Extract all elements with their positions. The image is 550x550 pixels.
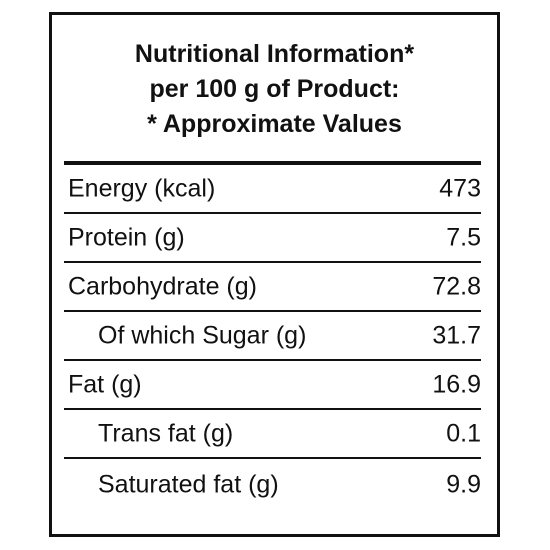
nutrient-value: 72.8 [432,272,481,300]
nutrient-name: Saturated fat (g) [98,470,279,499]
nutrition-label: Nutritional Information* per 100 g of Pr… [49,12,500,537]
nutrient-name: Protein (g) [68,223,185,251]
nutrient-value: 16.9 [432,370,481,398]
row-sugar: Of which Sugar (g) 31.7 [64,312,481,361]
row-energy: Energy (kcal) 473 [64,165,481,214]
nutrient-name: Of which Sugar (g) [98,321,307,349]
nutrient-value: 7.5 [446,223,481,251]
nutrient-name: Trans fat (g) [98,419,234,447]
nutrient-value: 473 [439,174,481,202]
row-saturated-fat: Saturated fat (g) 9.9 [64,459,481,508]
heading-line-title: Nutritional Information* [134,40,415,68]
row-fat: Fat (g) 16.9 [64,361,481,410]
nutrient-value: 0.1 [446,419,481,447]
heading-line-basis: per 100 g of Product: [149,75,400,103]
label-heading: Nutritional Information* per 100 g of Pr… [52,15,497,161]
nutrient-name: Fat (g) [68,370,142,398]
nutrient-value: 9.9 [446,470,481,499]
nutrition-table: Energy (kcal) 473 Protein (g) 7.5 Carboh… [64,161,481,512]
row-trans-fat: Trans fat (g) 0.1 [64,410,481,459]
row-protein: Protein (g) 7.5 [64,214,481,263]
row-carbohydrate: Carbohydrate (g) 72.8 [64,263,481,312]
nutrient-value: 31.7 [432,321,481,349]
nutrient-name: Energy (kcal) [68,174,216,202]
heading-line-note: * Approximate Values [147,110,402,138]
nutrient-name: Carbohydrate (g) [68,272,257,300]
